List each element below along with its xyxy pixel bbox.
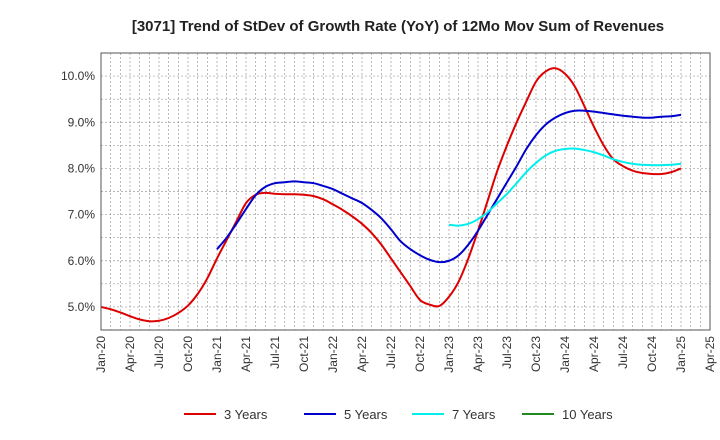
x-tick-label: Apr-25: [703, 336, 717, 372]
plot-frame: [100, 52, 711, 331]
x-tick-label: Apr-22: [355, 336, 369, 372]
legend-label: 5 Years: [344, 407, 388, 422]
y-tick-label: 8.0%: [68, 161, 96, 175]
x-tick-label: Oct-21: [297, 336, 311, 372]
x-tick-label: Oct-24: [645, 336, 659, 372]
x-tick-label: Jul-20: [152, 336, 166, 369]
x-tick-label: Jul-22: [384, 336, 398, 369]
y-axis-ticks: 5.0% 6.0% 7.0% 8.0% 9.0% 10.0%: [61, 69, 95, 314]
chart-title: [3071] Trend of StDev of Growth Rate (Yo…: [132, 18, 664, 35]
y-tick-label: 6.0%: [68, 254, 96, 268]
legend-label: 7 Years: [452, 407, 496, 422]
series-line-5-years: [216, 109, 682, 264]
x-axis-ticks: Jan-20 Apr-20 Jul-20 Oct-20 Jan-21 Apr-21 Jul-…: [94, 336, 717, 373]
x-tick-label: Jan-22: [326, 336, 340, 373]
y-tick-label: 7.0%: [68, 208, 96, 222]
x-tick-label: Jan-25: [674, 336, 688, 373]
x-tick-label: Jan-23: [442, 336, 456, 373]
x-tick-label: Jul-23: [500, 336, 514, 369]
x-tick-label: Apr-20: [123, 336, 137, 372]
x-tick-label: Jan-21: [210, 336, 224, 373]
series-layer: [100, 67, 682, 323]
series-line-7-years: [448, 147, 682, 227]
x-tick-label: Apr-24: [587, 336, 601, 372]
x-tick-label: Jul-21: [268, 336, 282, 369]
legend: 3 Years 5 Years 7 Years 10 Years: [184, 407, 613, 422]
x-tick-label: Apr-21: [239, 336, 253, 372]
x-tick-label: Oct-20: [181, 336, 195, 372]
x-tick-label: Jan-24: [558, 336, 572, 373]
x-tick-label: Jan-20: [94, 336, 108, 373]
x-tick-label: Jul-24: [616, 336, 630, 369]
legend-label: 10 Years: [562, 407, 613, 422]
y-tick-label: 10.0%: [61, 69, 95, 83]
y-tick-label: 5.0%: [68, 300, 96, 314]
x-tick-label: Apr-23: [471, 336, 485, 372]
grid-layer: [101, 52, 710, 331]
x-tick-label: Oct-22: [413, 336, 427, 372]
legend-label: 3 Years: [224, 407, 268, 422]
series-line-3-years: [100, 67, 682, 323]
y-tick-label: 9.0%: [68, 115, 96, 129]
x-tick-label: Oct-23: [529, 336, 543, 372]
